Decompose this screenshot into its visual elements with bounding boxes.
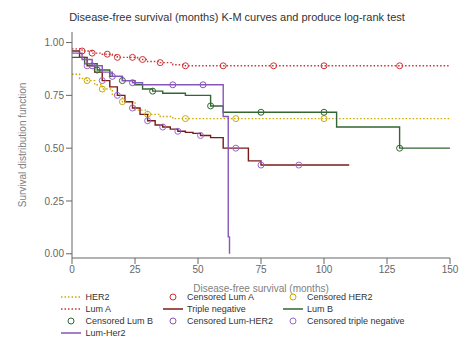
svg-text:0: 0: [69, 264, 75, 275]
svg-text:Survival distribution function: Survival distribution function: [17, 83, 28, 208]
svg-text:0.75: 0.75: [45, 90, 65, 101]
svg-text:125: 125: [379, 264, 396, 275]
html-text:Disease-free survival (months): Disease-free survival (months) K-M curve…: [69, 11, 405, 23]
html-text:Triple negative: Triple negative: [187, 304, 246, 314]
html-text:HER2: HER2: [85, 292, 110, 302]
svg-text:0.25: 0.25: [45, 196, 65, 207]
html-text:Lum B: Lum B: [307, 304, 333, 314]
svg-text:1.00: 1.00: [45, 37, 65, 48]
html-text:Censored Lum-HER2: Censored Lum-HER2: [187, 316, 273, 326]
svg-text:0.00: 0.00: [45, 248, 65, 259]
svg-text:Disease-free survival (months): Disease-free survival (months): [193, 283, 329, 294]
svg-text:50: 50: [192, 264, 204, 275]
svg-text:0.50: 0.50: [45, 143, 65, 154]
html-text:Censored Lum A: Censored Lum A: [187, 292, 254, 302]
html-text:Censored HER2: Censored HER2: [307, 292, 373, 302]
svg-text:100: 100: [316, 264, 333, 275]
html-text:Censored triple negative: Censored triple negative: [307, 316, 405, 326]
html-text:Lum A: Lum A: [85, 304, 111, 314]
html-text:Censored Lum B: Censored Lum B: [85, 316, 153, 326]
html-text:Lum-Her2: Lum-Her2: [85, 328, 126, 338]
svg-text:150: 150: [442, 264, 459, 275]
svg-text:75: 75: [255, 264, 267, 275]
svg-text:25: 25: [129, 264, 141, 275]
